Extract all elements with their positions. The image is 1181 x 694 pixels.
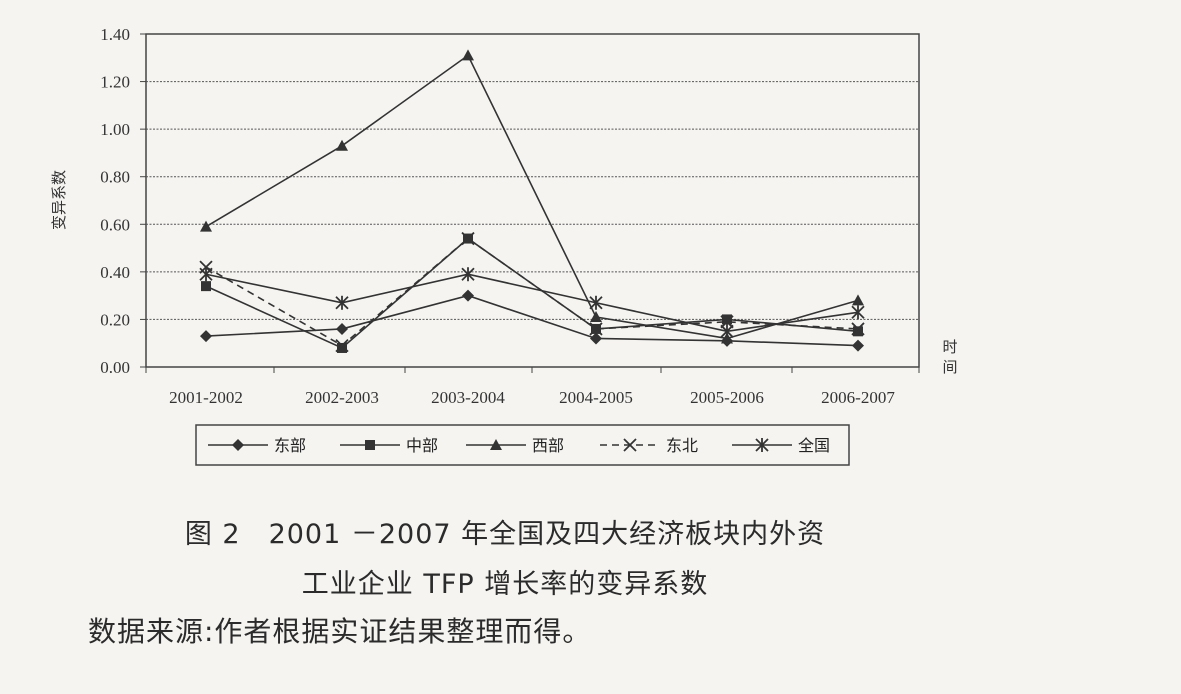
data-point	[462, 49, 474, 61]
x-axis-label: 时间	[942, 338, 957, 376]
x-tick-label: 2003-2004	[431, 388, 505, 407]
data-point	[852, 294, 864, 306]
legend-box	[195, 424, 850, 466]
figure-caption-line2: 工业企业 TFP 增长率的变异系数	[301, 569, 709, 600]
data-point	[335, 338, 349, 353]
series-group	[199, 49, 865, 353]
legend-label: 东部	[274, 436, 306, 455]
data-point	[853, 326, 863, 337]
data-point	[200, 220, 212, 232]
x-tick-label: 2006-2007	[821, 388, 895, 407]
series-line	[205, 294, 859, 347]
legend-marker	[490, 439, 502, 450]
figure-caption-line1: 图 2 2001 －2007 年全国及四大经济板块内外资	[184, 519, 826, 550]
legend-marker	[232, 439, 244, 451]
source-note: 数据来源:作者根据实证结果整理而得。	[88, 615, 592, 648]
y-tick-label: 0.00	[100, 358, 130, 377]
data-point	[589, 322, 603, 336]
data-point	[336, 322, 348, 335]
data-point	[722, 314, 732, 325]
data-point	[199, 267, 213, 282]
legend-label: 中部	[406, 436, 438, 455]
data-point	[720, 324, 734, 339]
y-tick-label: 1.20	[100, 73, 130, 92]
legend-item: 东北	[600, 436, 698, 455]
data-point	[720, 315, 734, 329]
y-tick-label: 0.80	[100, 168, 130, 187]
series-5	[199, 267, 865, 339]
x-tick-label: 2005-2006	[690, 388, 764, 407]
x-tick-label: 2002-2003	[305, 388, 379, 407]
legend-item: 东部	[208, 436, 306, 455]
y-axis-label: 变异系数	[50, 170, 68, 230]
data-point	[201, 281, 211, 292]
data-point	[337, 342, 347, 353]
data-point	[590, 311, 602, 323]
data-point	[335, 295, 349, 310]
line-chart: 0.00 0.20 0.40 0.60 0.80 1.00 1.20 1.40 2001-20…	[50, 25, 958, 466]
legend-item: 中部	[340, 436, 438, 455]
legend-marker	[365, 440, 375, 450]
legend-marker	[623, 438, 637, 452]
legend-item: 全国	[732, 436, 830, 455]
data-point	[589, 295, 603, 310]
data-point	[851, 305, 865, 320]
y-tick-label: 0.40	[100, 263, 130, 282]
data-point	[851, 322, 865, 336]
legend-marker	[755, 438, 769, 452]
data-point	[336, 139, 348, 151]
series-line	[205, 237, 859, 347]
legend-label: 西部	[532, 436, 564, 455]
data-point	[852, 339, 864, 352]
data-point	[200, 330, 212, 343]
y-axis-ticks: 0.00 0.20 0.40 0.60 0.80 1.00 1.20 1.40	[100, 25, 146, 377]
series-4	[199, 231, 865, 353]
legend-label: 全国	[798, 436, 830, 455]
x-axis-label-char: 间	[942, 358, 957, 376]
legend-item: 西部	[466, 436, 564, 455]
x-axis-label-char: 时	[942, 338, 957, 356]
legend: 东部 中部 西部 东北 全国	[195, 424, 850, 466]
y-tick-label: 1.00	[100, 120, 130, 139]
data-point	[590, 332, 602, 345]
series-line	[205, 273, 859, 333]
series-line	[205, 54, 859, 340]
x-tick-label: 2004-2005	[559, 388, 633, 407]
series-3	[200, 49, 864, 344]
legend-label: 东北	[666, 436, 698, 455]
data-point	[462, 289, 474, 302]
series-1	[200, 289, 864, 352]
x-axis-ticks: 2001-2002 2002-2003 2003-2004 2004-2005 2005…	[145, 367, 920, 407]
y-tick-label: 0.20	[100, 310, 130, 329]
y-tick-label: 0.60	[100, 215, 130, 234]
data-point	[461, 231, 475, 246]
y-tick-label: 1.40	[100, 25, 130, 44]
data-point	[461, 267, 475, 282]
x-tick-label: 2001-2002	[169, 388, 243, 407]
